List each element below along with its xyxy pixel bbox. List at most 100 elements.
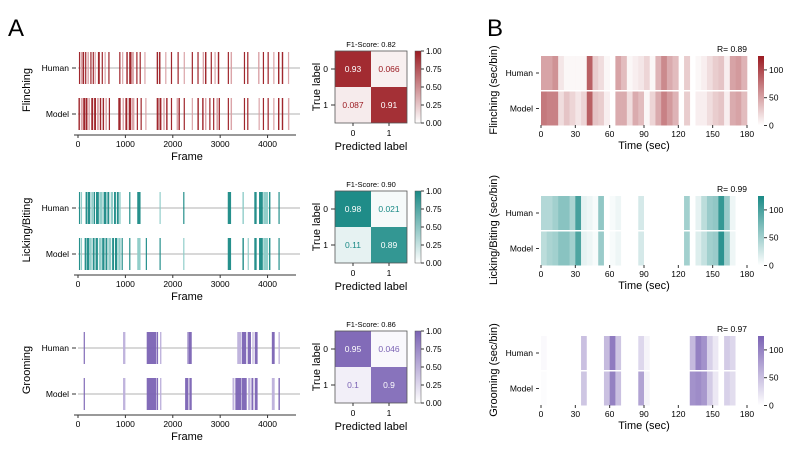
heatmap-cell [735, 196, 742, 230]
event-bar [205, 52, 207, 84]
event-bar [183, 238, 185, 270]
event-bar [209, 98, 211, 130]
heatmap-cell [615, 91, 622, 126]
event-bar [242, 238, 244, 270]
heatmap-cell [701, 371, 708, 406]
cm-frame [334, 330, 408, 404]
heatmap-cell [575, 196, 582, 230]
event-bar [90, 52, 92, 84]
heatmap-cell [563, 371, 570, 406]
heatmap-cell [546, 91, 553, 126]
event-bar [243, 98, 246, 130]
heatmap-cell [621, 231, 628, 266]
heatmap-cell [621, 371, 628, 406]
heatmap-cell [552, 336, 559, 370]
event-bar [287, 52, 290, 84]
event-bar [243, 52, 246, 84]
heatmap-cell [649, 371, 656, 406]
event-bar [227, 52, 229, 84]
heatmap-cell [563, 91, 570, 126]
heatmap-0: Human Model R= 0.89 0 30 60 90 120 150 180 Time (s… [488, 44, 783, 152]
heatmap-cell [735, 56, 742, 90]
xtick-label: 4000 [258, 139, 277, 149]
xtick-label: 3000 [211, 139, 230, 149]
heatmap-cell [609, 231, 616, 266]
heatmap-cell [638, 196, 645, 230]
event-bar [218, 98, 220, 130]
heatmap-cell [598, 336, 605, 370]
heatmap-cell [603, 91, 610, 126]
heatmap-colorbar [758, 336, 764, 406]
event-bar [254, 192, 257, 224]
event-bar [267, 98, 269, 130]
heatmap-ytick-label: Model [510, 244, 533, 254]
cm-cell [371, 87, 407, 123]
heatmap-cell [661, 91, 668, 126]
heatmap-cell [661, 56, 668, 90]
event-bar [123, 378, 126, 410]
cm-x-axis-label: Predicted label [335, 141, 408, 153]
colorbar-tick-label: 100 [769, 65, 783, 75]
event-bar [205, 98, 207, 130]
heatmap-cell [615, 371, 622, 406]
event-bar [178, 98, 180, 130]
heatmap-cell [718, 196, 725, 230]
heatmap-cell [586, 371, 593, 406]
colorbar-tick-label: 50 [769, 93, 779, 103]
heatmap-cell [592, 371, 599, 406]
heatmap-cell [563, 336, 570, 370]
event-bar [146, 332, 157, 364]
cm-cell-label: 0.11 [345, 240, 361, 250]
heatmap-cell [575, 231, 582, 266]
event-bar [232, 378, 235, 410]
cm-colorbar [414, 190, 422, 264]
heatmap-cell [626, 336, 633, 370]
heatmap-cell [678, 196, 685, 230]
event-bar [104, 52, 106, 84]
event-bar [159, 192, 161, 224]
colorbar-tick-label: 0.75 [426, 205, 442, 214]
heatmap-cell [644, 231, 651, 266]
colorbar-tick-label: 0.00 [426, 399, 442, 408]
heatmap-cell [552, 196, 559, 230]
heatmap-cell [592, 231, 599, 266]
heatmap-cell [672, 371, 679, 406]
event-bar [267, 52, 269, 84]
event-bar [247, 98, 249, 130]
cm-ytick-label: 1 [323, 100, 328, 110]
heatmap-cell [729, 231, 736, 266]
heatmap-xtick-label: 120 [671, 269, 685, 279]
event-bar [159, 238, 161, 270]
event-bar [159, 98, 162, 130]
event-bar [99, 98, 102, 130]
ethogram-1: Human Model 0 1000 2000 3000 4000 Frame Licking/… [21, 192, 300, 303]
event-bar [123, 332, 126, 364]
heatmap-cell [672, 56, 679, 90]
heatmap-cell [626, 91, 633, 126]
event-bar [273, 52, 275, 84]
event-bar [235, 378, 242, 410]
xtick-label: 1000 [116, 419, 135, 429]
event-bar [188, 332, 192, 364]
heatmap-cell [735, 336, 742, 370]
colorbar-tick-label: 0.25 [426, 101, 442, 110]
heatmap-y-axis-label: Flinching (sec/bin) [488, 45, 500, 134]
xtick-label: 2000 [163, 279, 182, 289]
heatmap-cell [569, 91, 576, 126]
event-bar [241, 378, 247, 410]
cm-y-axis-label: True label [311, 203, 323, 252]
event-bar [88, 98, 90, 130]
confusion-matrix-2: F1-Score: 0.86 0.95 0.046 0.1 0.9 0 1 0 1 Predict… [311, 320, 442, 433]
heatmap-cell [655, 91, 662, 126]
event-bar [78, 238, 81, 270]
heatmap-cell [621, 91, 628, 126]
heatmap-cell [666, 91, 673, 126]
heatmap-cell [586, 231, 593, 266]
heatmap-cell [563, 56, 570, 90]
event-bar [165, 52, 167, 84]
heatmap-xtick-label: 60 [605, 409, 615, 419]
xtick-label: 2000 [163, 139, 182, 149]
heatmap-cell [626, 196, 633, 230]
heatmap-cell [684, 336, 691, 370]
colorbar-tick-label: 0.00 [426, 259, 442, 268]
